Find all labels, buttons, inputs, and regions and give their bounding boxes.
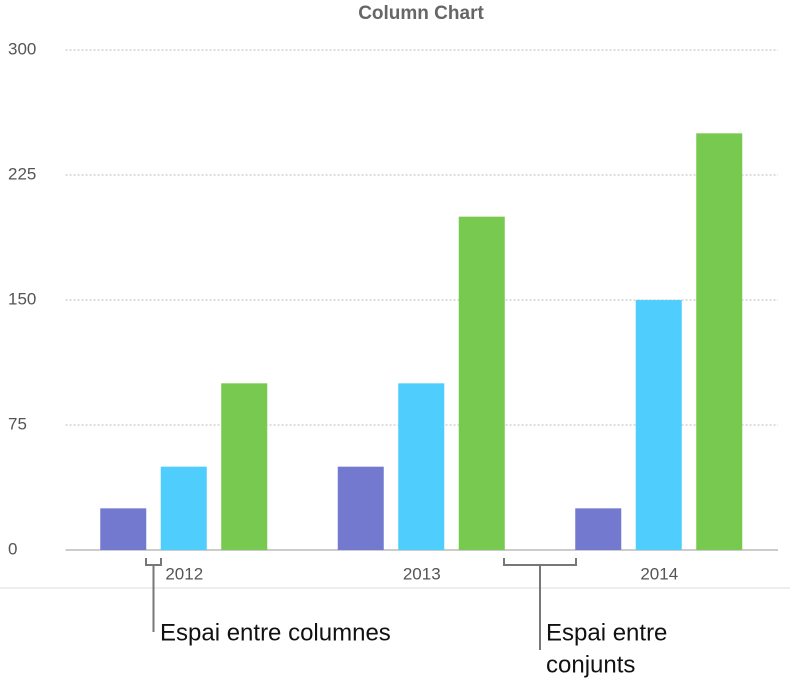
bar	[575, 508, 622, 550]
x-tick-label: 2014	[640, 564, 678, 583]
bar	[635, 300, 682, 550]
y-tick-label: 75	[8, 414, 27, 433]
bar	[398, 383, 445, 550]
x-tick-label: 2012	[165, 564, 203, 583]
x-tick-label: 2013	[403, 564, 441, 583]
column-gap-bracket	[145, 558, 162, 632]
y-tick-label: 225	[8, 164, 36, 183]
bar	[458, 216, 505, 550]
chart-title: Column Chart	[358, 3, 484, 24]
annotation: Espai entre	[546, 619, 667, 646]
y-tick-label: 0	[8, 539, 17, 558]
bar	[696, 133, 743, 551]
annotation: conjunts	[546, 651, 635, 678]
bar	[160, 466, 207, 550]
bar	[221, 383, 268, 550]
bar	[100, 508, 147, 550]
bar	[337, 466, 384, 550]
y-tick-label: 300	[8, 39, 36, 58]
set-gap-bracket	[503, 558, 577, 650]
y-tick-label: 150	[8, 289, 36, 308]
annotation: Espai entre columnes	[160, 619, 391, 646]
